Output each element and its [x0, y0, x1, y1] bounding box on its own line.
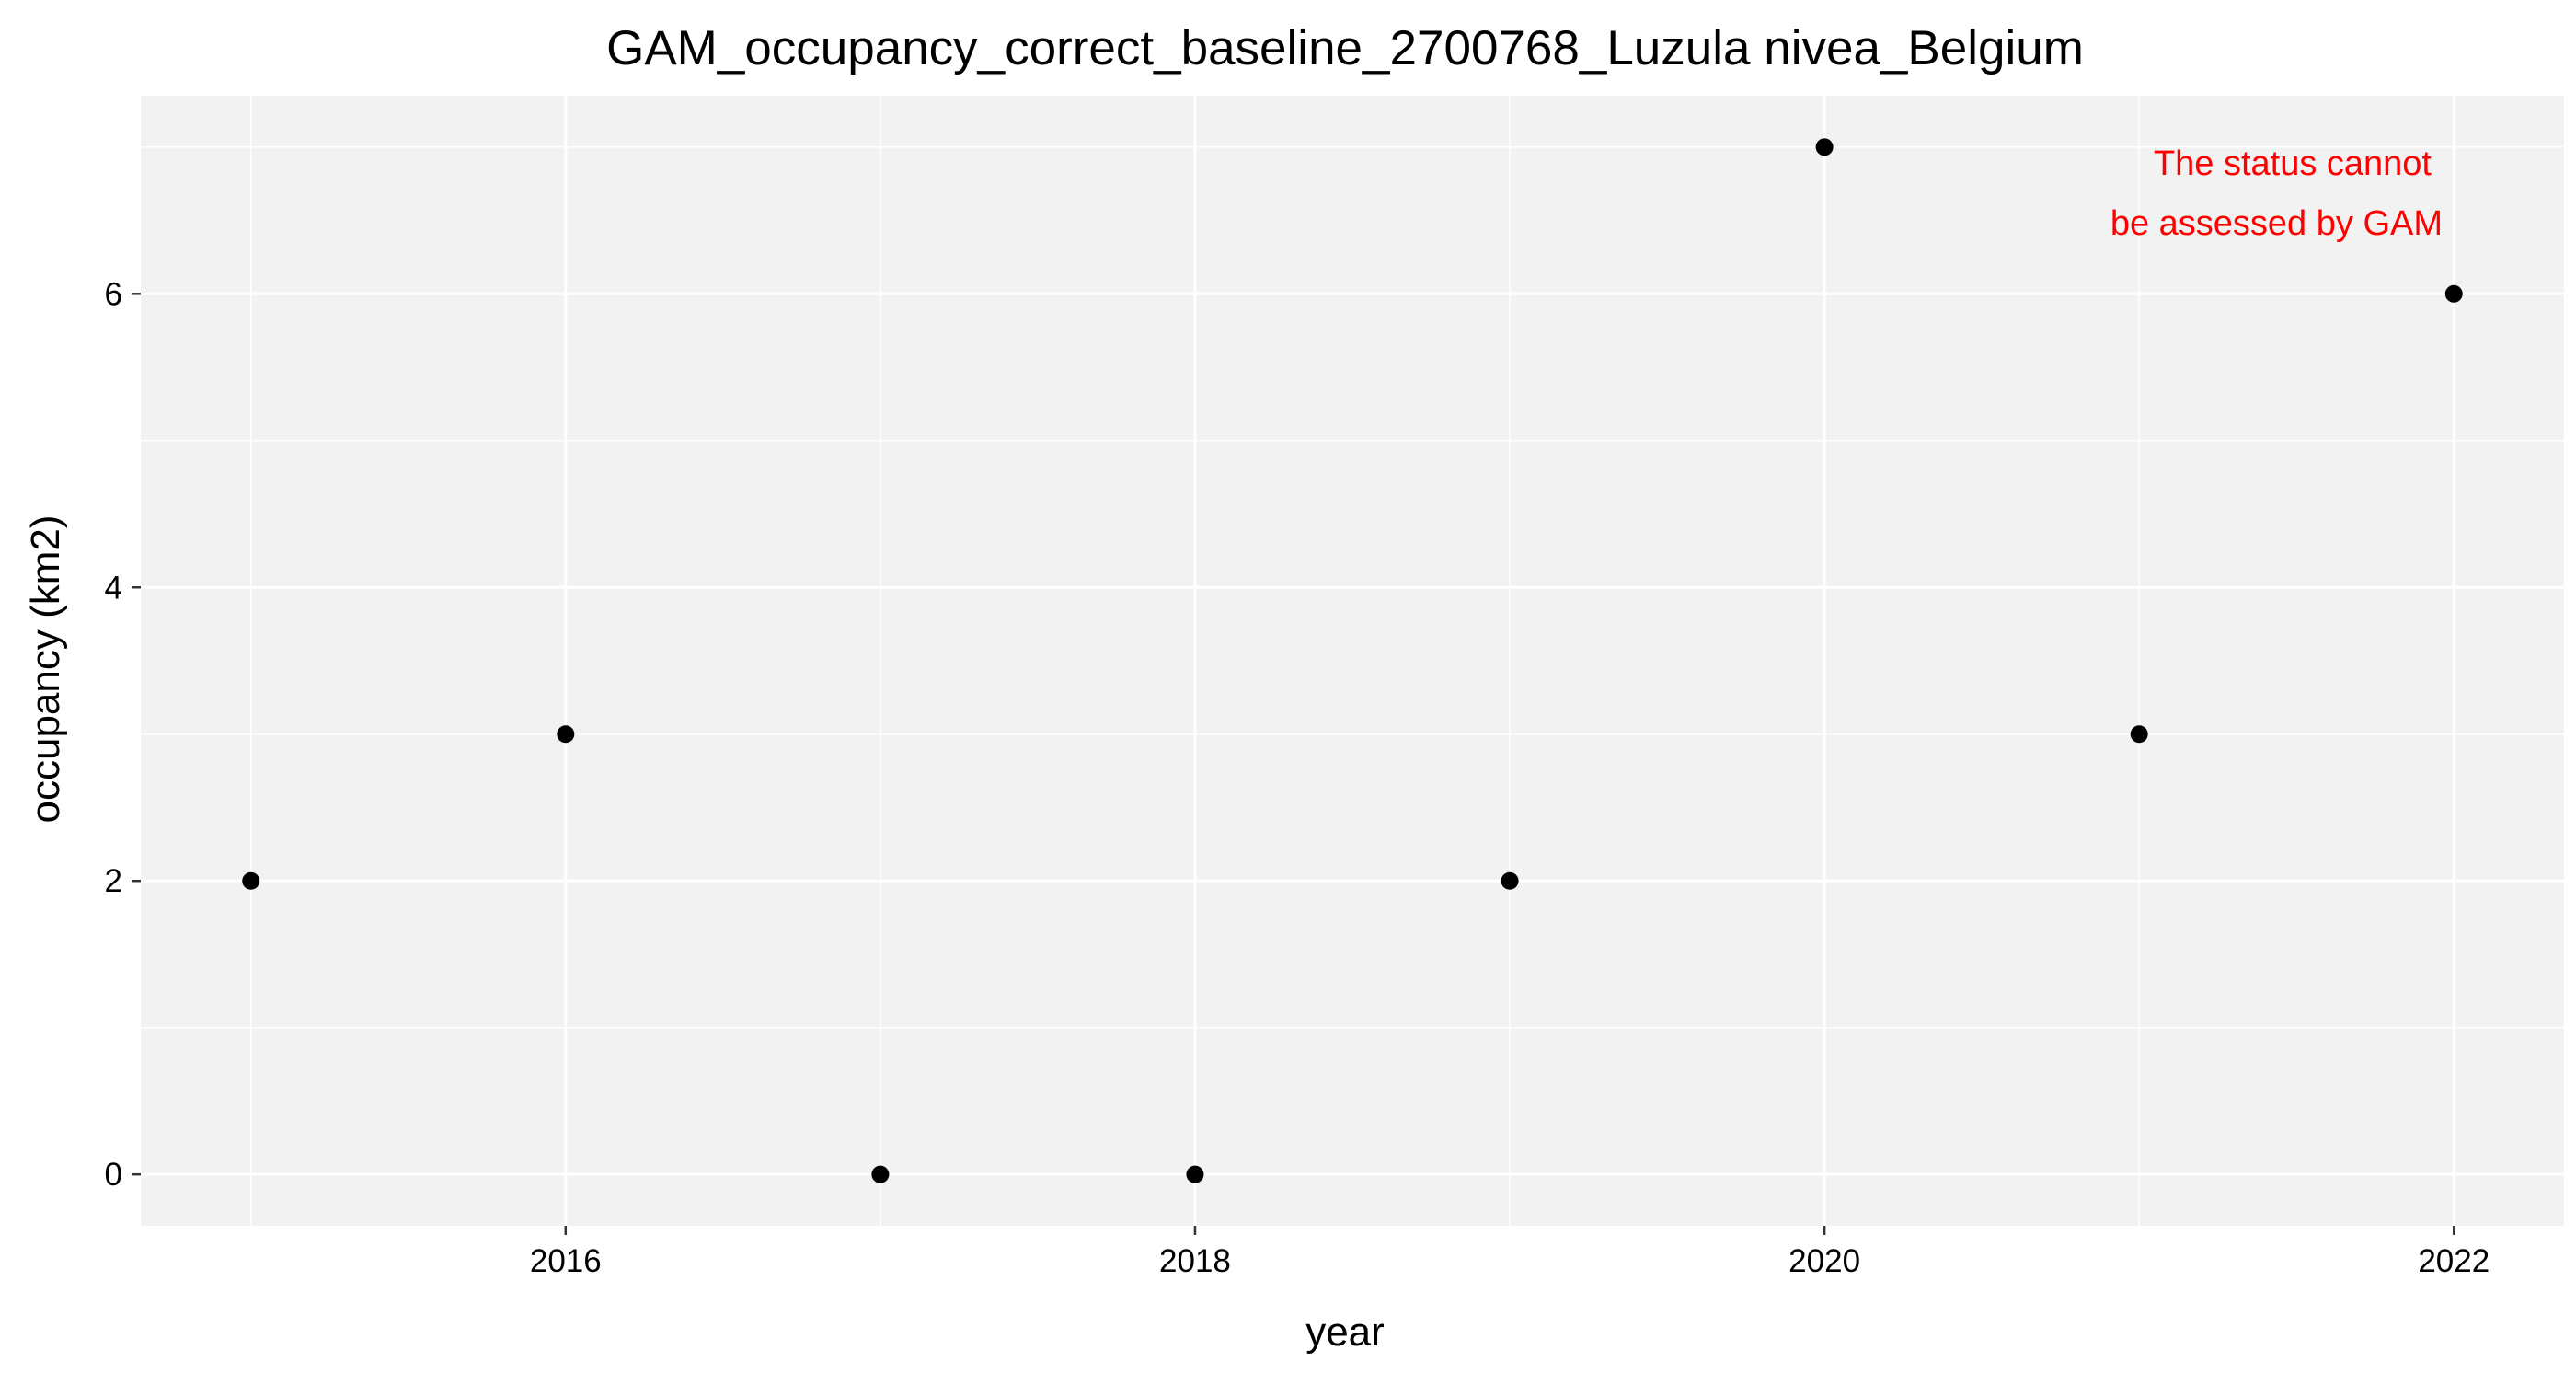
x-axis-label: year: [1305, 1310, 1385, 1355]
data-point: [2444, 284, 2463, 303]
y-axis-tick-labels: 0 2 4 6: [105, 276, 122, 1193]
chart-title: GAM_occupancy_correct_baseline_2700768_L…: [606, 21, 2084, 75]
axis-tick-marks: [132, 293, 2455, 1235]
major-gridlines: [141, 96, 2564, 1226]
data-point: [1815, 138, 1834, 156]
data-point: [242, 871, 260, 890]
annotation-text-line-1: The status cannot: [2154, 144, 2432, 183]
x-axis-tick-labels: 2016 2018 2020 2022: [530, 1243, 2490, 1279]
data-point: [871, 1165, 890, 1183]
y-tick-label: 4: [105, 570, 122, 606]
x-tick-label: 2018: [1159, 1243, 1231, 1279]
data-points: [242, 138, 2463, 1183]
y-axis-label: occupancy (km2): [23, 514, 68, 823]
y-tick-label: 6: [105, 276, 122, 312]
data-point: [1186, 1165, 1204, 1183]
x-tick-label: 2022: [2418, 1243, 2490, 1279]
annotation-text-line-2: be assessed by GAM: [2110, 204, 2443, 243]
x-tick-label: 2016: [530, 1243, 602, 1279]
data-point: [2130, 725, 2148, 744]
plot-panel: [141, 96, 2564, 1226]
x-tick-label: 2020: [1788, 1243, 1860, 1279]
y-tick-label: 0: [105, 1157, 122, 1193]
data-point: [1501, 871, 1519, 890]
minor-gridlines: [141, 96, 2564, 1226]
y-tick-label: 2: [105, 863, 122, 899]
data-point: [557, 725, 575, 744]
